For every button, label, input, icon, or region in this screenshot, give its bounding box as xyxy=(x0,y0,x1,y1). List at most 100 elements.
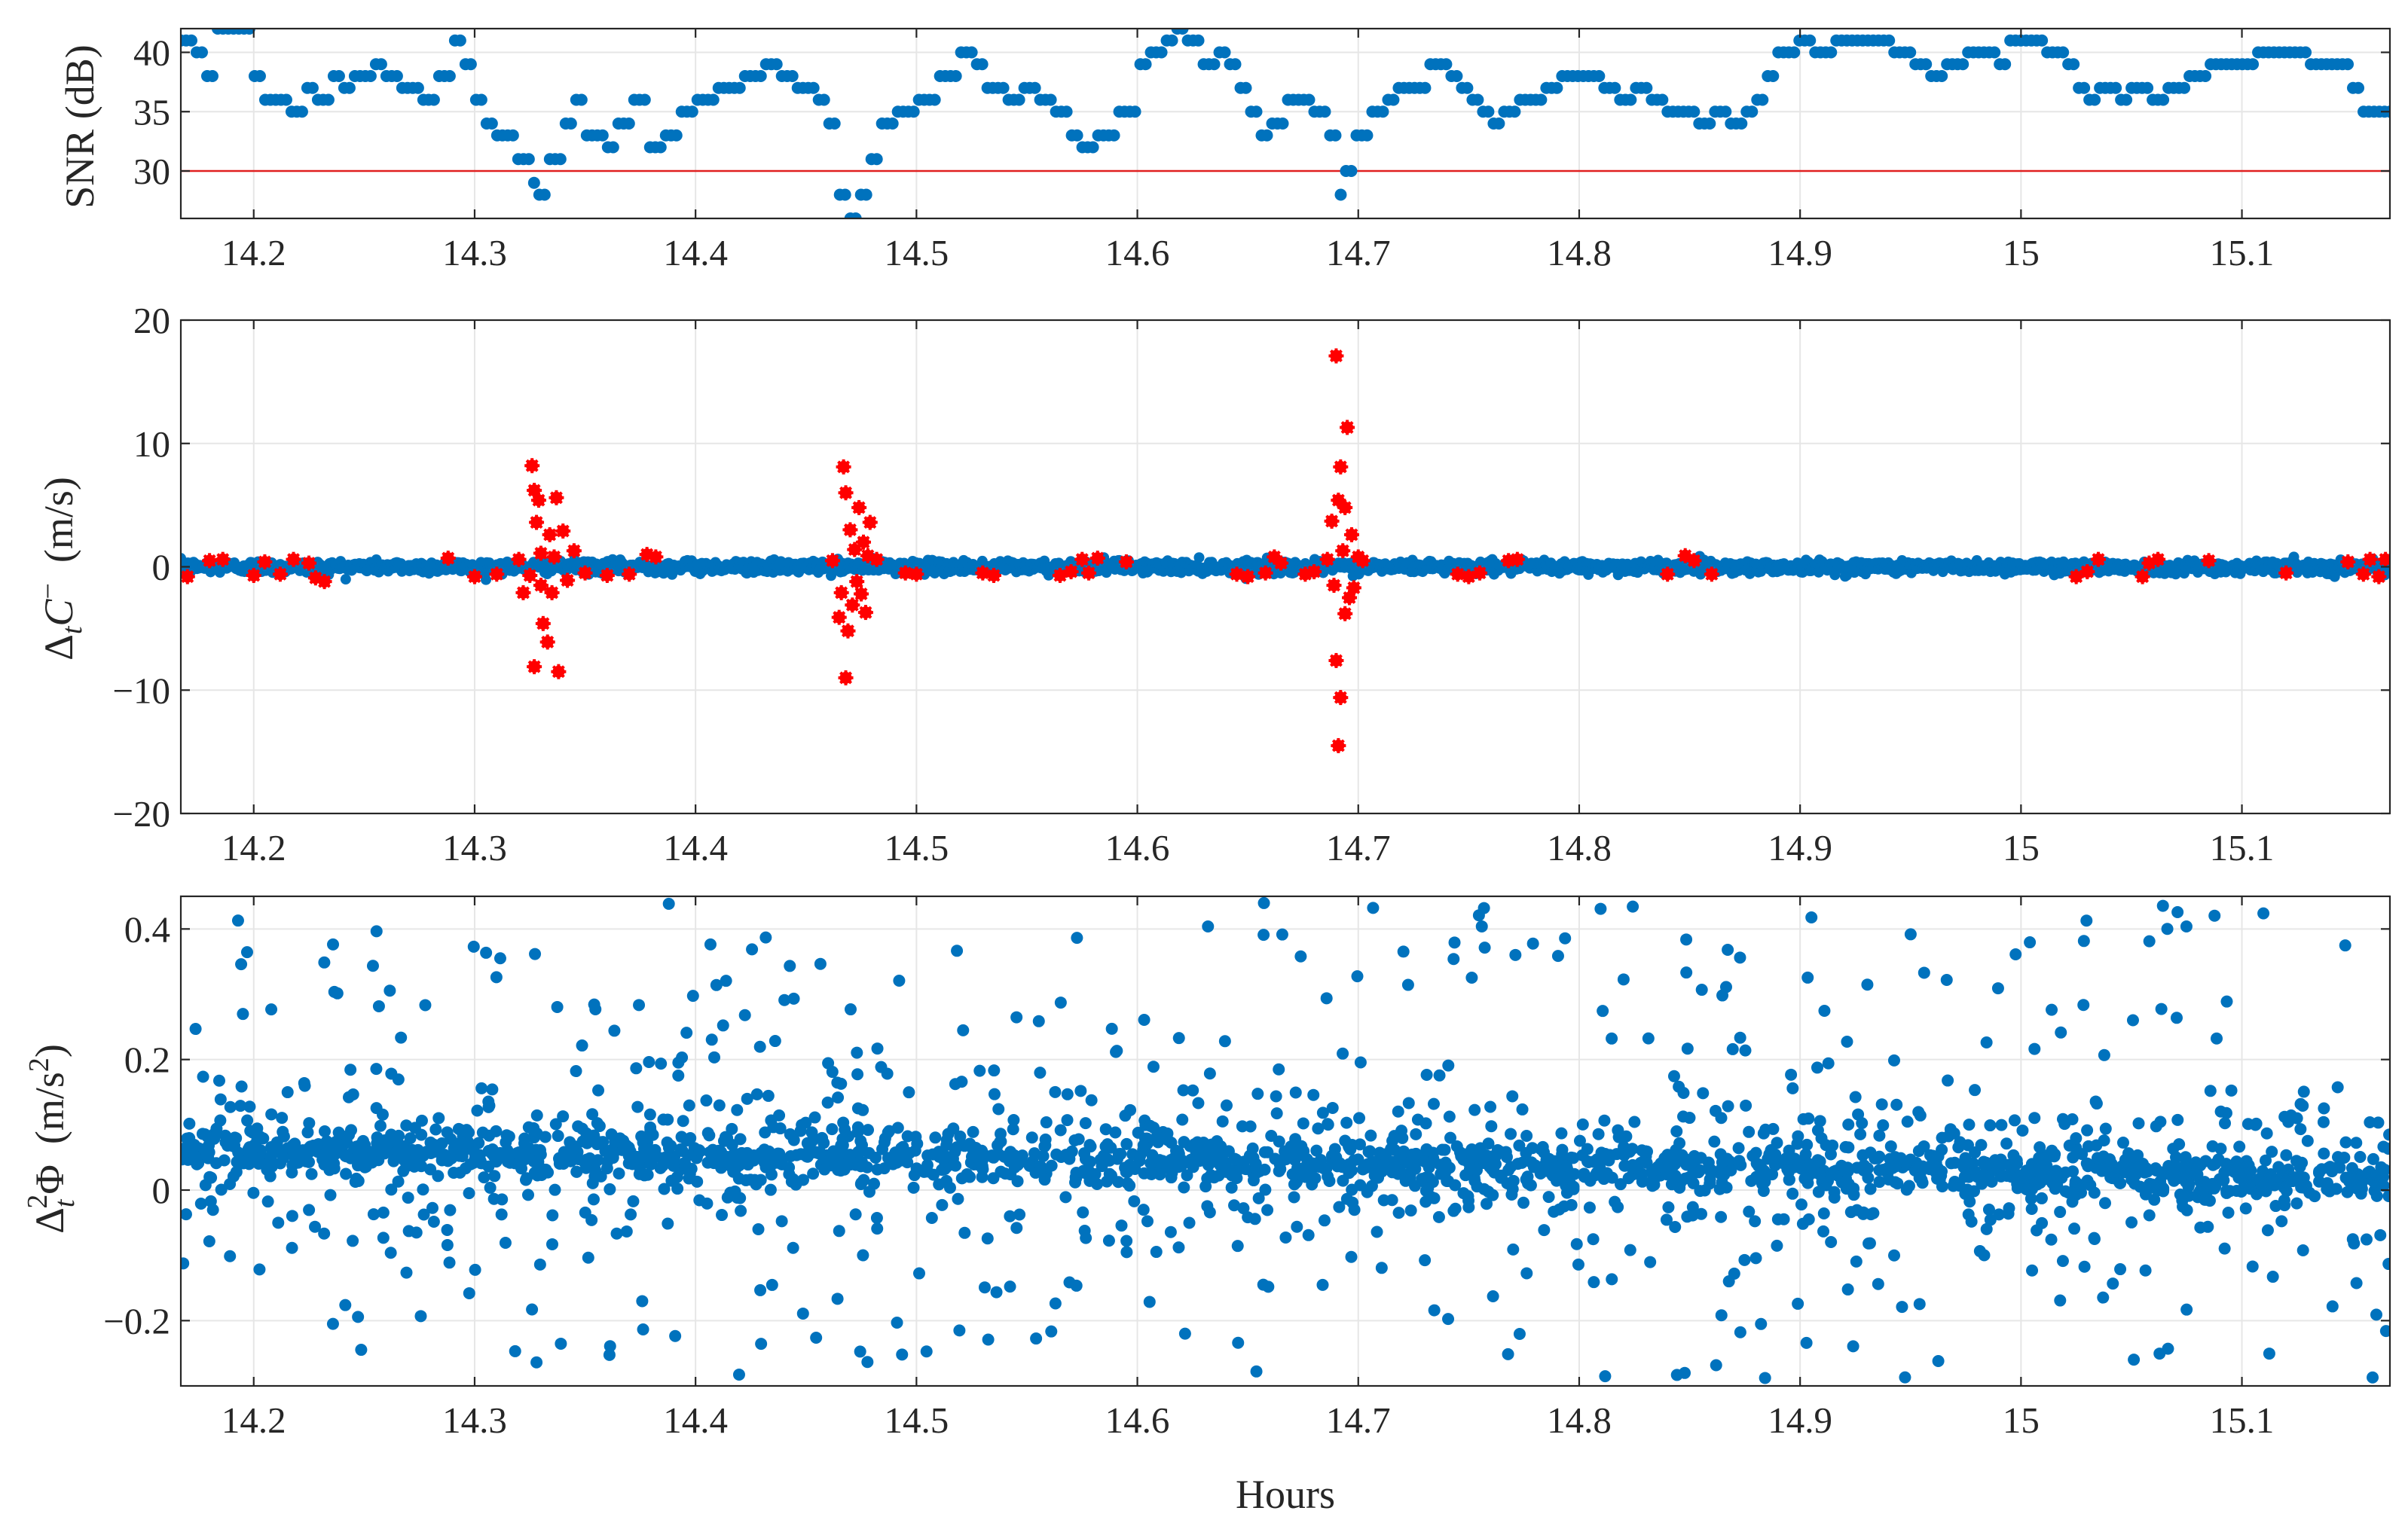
snr-point xyxy=(828,118,841,130)
code-rate-outlier xyxy=(1326,578,1342,594)
phase-accel-point xyxy=(947,1122,960,1135)
y-tick-label: −10 xyxy=(112,670,170,711)
phase-accel-point xyxy=(1749,1215,1762,1228)
phase-accel-point xyxy=(832,1091,845,1104)
code-rate-outlier xyxy=(648,549,664,565)
snr-point xyxy=(1060,105,1073,118)
code-rate-outlier xyxy=(2150,551,2166,567)
code-rate-outlier xyxy=(1319,551,1335,567)
outlier-ray xyxy=(826,554,839,567)
phase-accel-point xyxy=(1030,1332,1043,1345)
snr-point xyxy=(1192,34,1205,47)
x-tick-label: 14.4 xyxy=(663,827,728,868)
outlier-ray xyxy=(1321,553,1334,566)
phase-accel-point xyxy=(1822,1057,1835,1070)
outlier-ray xyxy=(2136,570,2150,584)
phase-accel-point xyxy=(833,1225,845,1238)
phase-accel-point xyxy=(2374,1228,2387,1241)
snr-point xyxy=(485,118,498,130)
code-rate-outlier xyxy=(555,523,571,539)
code-rate-outlier xyxy=(2340,554,2356,569)
phase-accel-point xyxy=(2180,1204,2193,1216)
code-rate-outlier xyxy=(836,459,851,475)
code-rate-outlier xyxy=(1346,580,1361,596)
phase-accel-point xyxy=(1572,1258,1584,1271)
phase-accel-point xyxy=(549,1118,562,1131)
outlier-ray xyxy=(835,586,848,600)
phase-accel-point xyxy=(1049,1085,1062,1098)
phase-accel-point xyxy=(1032,1015,1045,1027)
phase-accel-point xyxy=(1993,1208,2006,1221)
phase-accel-point xyxy=(1660,1213,1673,1226)
phase-accel-point xyxy=(1606,1032,1618,1045)
code-rate-outlier xyxy=(1052,567,1068,583)
phase-accel-point xyxy=(851,1046,863,1059)
snr-point xyxy=(1086,141,1099,154)
snr-point xyxy=(1028,81,1041,94)
code-rate-outlier xyxy=(2371,569,2387,584)
code-rate-outlier xyxy=(533,578,549,594)
phase-accel-point xyxy=(2245,1164,2257,1177)
phase-accel-point xyxy=(2114,1263,2127,1276)
outlier-ray xyxy=(548,550,561,563)
phase-accel-point xyxy=(633,999,646,1012)
phase-accel-point xyxy=(2339,939,2351,952)
snr-point xyxy=(733,81,746,94)
snr-point xyxy=(1999,58,2012,71)
code-rate-outlier xyxy=(1328,652,1344,668)
snr-point xyxy=(807,81,820,94)
snr-point xyxy=(1377,105,1389,118)
code-rate-point xyxy=(480,574,491,585)
phase-accel-point xyxy=(530,1356,543,1369)
phase-accel-point xyxy=(234,1100,247,1112)
outlier-ray xyxy=(1338,607,1352,621)
code-rate-outlier xyxy=(560,572,576,588)
phase-accel-point xyxy=(496,1193,509,1206)
phase-accel-point xyxy=(753,1040,766,1053)
phase-accel-point xyxy=(1138,1013,1151,1026)
phase-accel-point xyxy=(264,1170,277,1183)
snr-point xyxy=(1229,58,1242,71)
snr-point xyxy=(475,93,487,106)
phase-accel-point xyxy=(490,971,503,984)
snr-point xyxy=(332,70,345,82)
phase-accel-point xyxy=(851,1068,864,1081)
snr-point xyxy=(1767,70,1780,82)
phase-accel-point xyxy=(2360,1233,2373,1246)
phase-accel-point xyxy=(940,1139,953,1152)
phase-accel-point xyxy=(1542,1191,1555,1204)
phase-accel-point xyxy=(807,1167,820,1180)
phase-accel-point xyxy=(625,1208,637,1221)
phase-accel-point xyxy=(395,1031,408,1044)
phase-accel-point xyxy=(444,1204,457,1216)
outlier-ray xyxy=(640,548,654,561)
snr-point xyxy=(1756,93,1769,106)
code-rate-outlier xyxy=(1074,551,1090,567)
snr-point xyxy=(1688,105,1701,118)
snr-point xyxy=(1609,81,1621,94)
outlier-ray xyxy=(579,566,592,580)
outlier-ray xyxy=(2357,567,2370,581)
phase-accel-point xyxy=(189,1023,202,1036)
outlier-ray xyxy=(833,611,846,624)
outlier-ray xyxy=(870,553,884,566)
snr-point xyxy=(949,70,962,82)
code-rate-outlier xyxy=(1089,551,1105,566)
outlier-ray xyxy=(863,516,877,530)
snr-point xyxy=(506,129,519,142)
code-rate-outlier xyxy=(2355,566,2371,582)
phase-accel-point xyxy=(2077,935,2090,948)
y-tick-label: 35 xyxy=(133,91,170,133)
phase-accel-point xyxy=(1449,1202,1462,1215)
phase-accel-point xyxy=(785,1175,798,1188)
x-tick-label: 14.2 xyxy=(222,232,286,273)
phase-accel-point xyxy=(1618,1159,1631,1172)
snr-point xyxy=(1013,93,1025,106)
phase-accel-point xyxy=(2257,907,2270,920)
phase-accel-point xyxy=(309,1220,322,1233)
phase-accel-point xyxy=(1520,1129,1533,1142)
phase-accel-point xyxy=(432,1112,445,1125)
phase-accel-point xyxy=(1932,1354,1945,1367)
phase-accel-point xyxy=(1199,1180,1212,1193)
phase-accel-point xyxy=(2280,1149,2293,1161)
